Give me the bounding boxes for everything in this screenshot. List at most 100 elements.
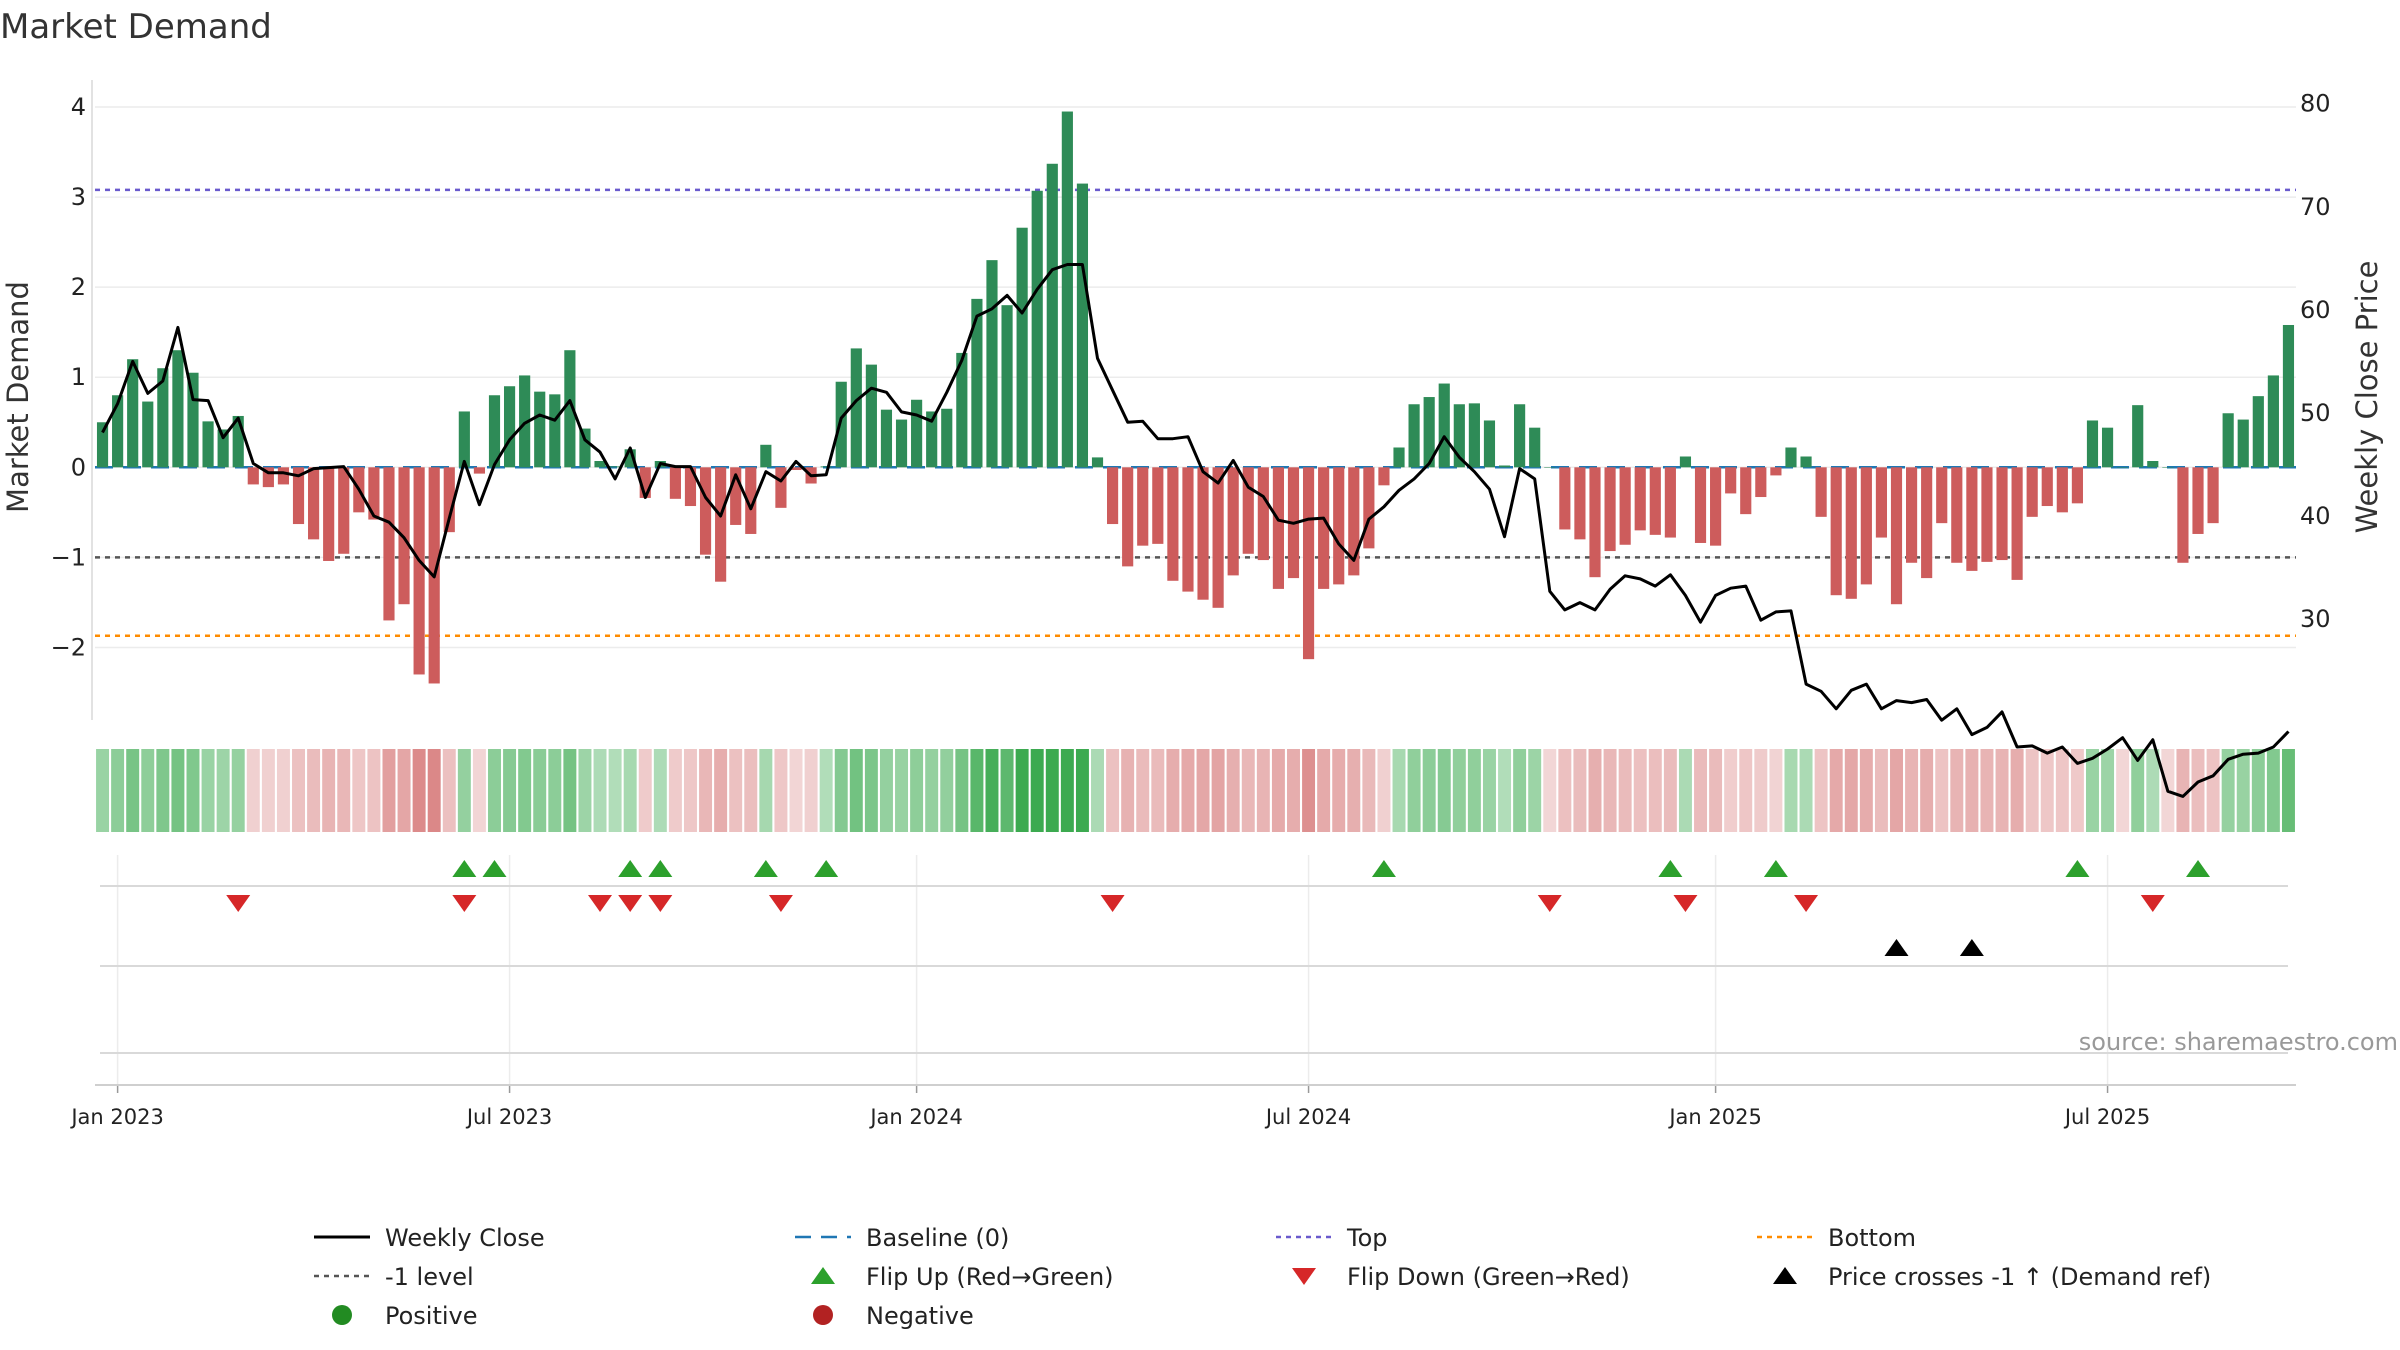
heat-cell	[1784, 749, 1798, 832]
heat-cell	[322, 749, 336, 832]
flip-down-legend-swatch	[1292, 1268, 1316, 1285]
heat-cell	[126, 749, 140, 832]
flip-up-marker	[2186, 860, 2211, 877]
heat-cell	[382, 749, 396, 832]
y2-tick-label: 70	[2300, 193, 2331, 221]
demand-bar-positive	[127, 359, 139, 468]
flip-up-marker	[452, 860, 477, 877]
heat-cell	[307, 749, 321, 832]
demand-bar-negative	[2177, 467, 2189, 563]
y-tick-label: −2	[51, 633, 86, 661]
heat-cell	[1754, 749, 1768, 832]
demand-bar-negative	[292, 467, 305, 525]
heat-cell	[578, 749, 592, 832]
heat-cell	[2010, 749, 2024, 832]
heat-cell	[1859, 749, 1873, 832]
heat-cell	[1045, 749, 1059, 832]
heat-cell	[1256, 749, 1270, 832]
flip-down-marker	[2140, 895, 2165, 912]
demand-bar-positive	[760, 444, 772, 468]
y2-tick-label: 30	[2300, 605, 2331, 633]
demand-bar-positive	[549, 394, 561, 468]
demand-bar-positive	[534, 391, 546, 468]
demand-bar-negative	[1574, 467, 1586, 540]
heat-cell	[2070, 749, 2084, 832]
heat-cell	[849, 749, 863, 832]
flip-down-marker	[768, 895, 793, 912]
demand-bar-positive	[2252, 396, 2264, 468]
heat-cell	[1528, 749, 1542, 832]
heat-cell	[1136, 749, 1150, 832]
demand-bar-positive	[1046, 163, 1058, 468]
demand-bar-positive	[1393, 447, 1405, 468]
demand-bar-negative	[790, 467, 802, 471]
heat-cell	[1920, 749, 1934, 832]
x-tick-label: Jan 2023	[69, 1105, 164, 1129]
legend-label-minus-one: -1 level	[385, 1263, 474, 1291]
demand-bar-negative	[1875, 467, 1888, 538]
heat-cell	[1874, 749, 1888, 832]
demand-bar-negative	[1152, 467, 1164, 544]
heat-cell	[1437, 749, 1451, 832]
demand-bar-negative	[1755, 467, 1767, 498]
y-tick-label: 4	[71, 93, 86, 121]
heat-cell	[1196, 749, 1210, 832]
heat-cell	[367, 749, 381, 832]
demand-bar-negative	[745, 467, 757, 534]
demand-bar-positive	[1408, 404, 1420, 468]
y-tick-label: 0	[71, 453, 86, 481]
demand-bar-positive	[941, 408, 953, 468]
demand-bar-negative	[383, 467, 395, 621]
demand-bar-positive	[217, 429, 229, 468]
demand-bar-negative	[1333, 467, 1345, 585]
heat-cell	[1905, 749, 1919, 832]
demand-bar-positive	[157, 368, 169, 468]
flip-down-marker	[1794, 895, 1819, 912]
demand-bar-negative	[2056, 467, 2068, 513]
y2-tick-label: 40	[2300, 502, 2331, 530]
demand-bar-positive	[986, 260, 998, 468]
demand-bar-positive	[835, 381, 847, 468]
heat-cell	[1995, 749, 2009, 832]
heat-cell	[925, 749, 939, 832]
heat-cell	[683, 749, 697, 832]
demand-bar-positive	[2222, 413, 2234, 468]
heat-cell	[668, 749, 682, 832]
heat-cell	[337, 749, 351, 832]
heat-cell	[2206, 749, 2220, 832]
demand-bar-positive	[112, 395, 124, 468]
demand-bar-positive	[1076, 183, 1089, 468]
heat-cell	[1935, 749, 1949, 832]
demand-bar-negative	[669, 467, 681, 499]
heat-cell	[412, 749, 426, 832]
heat-cell	[2266, 749, 2280, 832]
demand-bar-negative	[1906, 467, 1918, 563]
heat-cell	[1663, 749, 1677, 832]
demand-bar-positive	[1544, 467, 1556, 468]
heat-cell	[2236, 749, 2250, 832]
heat-cell	[1241, 749, 1255, 832]
heat-cell	[2221, 749, 2235, 832]
demand-bar-positive	[1001, 305, 1013, 468]
demand-bar-negative	[1318, 467, 1330, 589]
heat-cell	[352, 749, 366, 832]
demand-bar-negative	[368, 467, 380, 520]
heat-cell	[533, 749, 547, 832]
demand-bar-negative	[1302, 467, 1315, 660]
y2-tick-label: 80	[2300, 90, 2331, 118]
heat-cell	[246, 749, 260, 832]
heat-cell	[638, 749, 652, 832]
demand-bar-negative	[323, 467, 335, 561]
x-tick-label: Jul 2024	[1264, 1105, 1351, 1129]
demand-bar-negative	[699, 467, 712, 555]
heat-cell	[910, 749, 924, 832]
demand-bar-positive	[624, 449, 636, 468]
heat-cell	[1287, 749, 1300, 832]
demand-bar-negative	[1227, 467, 1239, 576]
demand-bar-negative	[2192, 467, 2204, 534]
demand-bar-negative	[1649, 467, 1661, 535]
demand-bar-negative	[1694, 467, 1707, 543]
heat-cell	[789, 749, 803, 832]
heat-cell	[1151, 749, 1165, 832]
